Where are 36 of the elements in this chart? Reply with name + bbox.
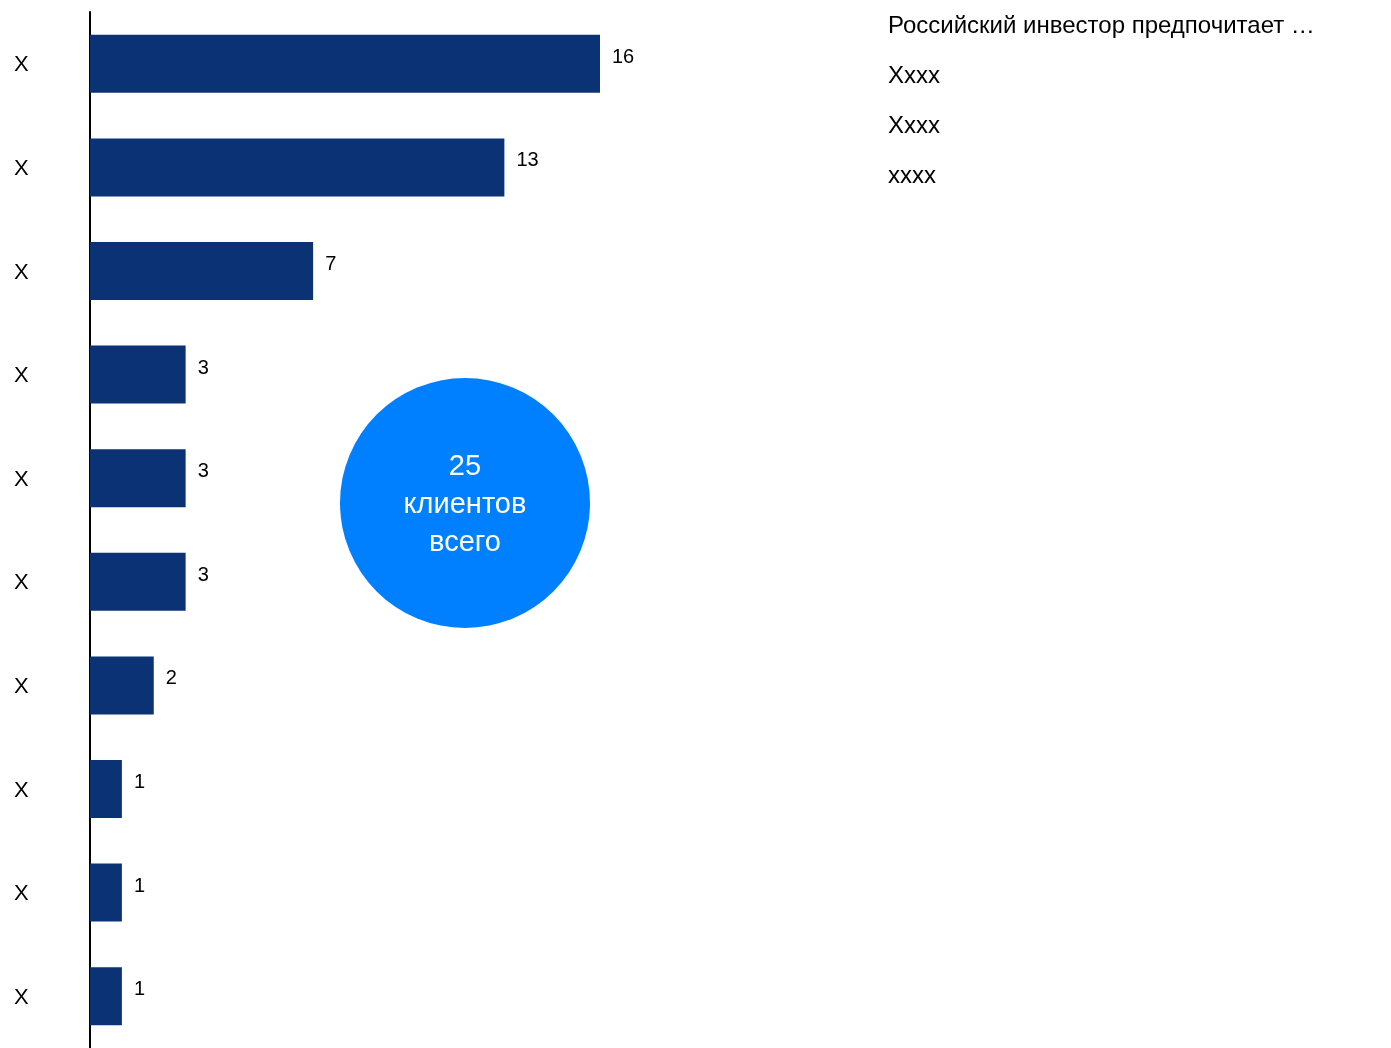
y-tick-label: X [14, 983, 29, 1009]
y-tick-label: X [14, 776, 29, 802]
y-tick-label: X [14, 880, 29, 906]
data-label: 13 [516, 148, 539, 171]
text: Российский инвестор предпочитает … [888, 10, 1315, 38]
bar [90, 552, 186, 611]
data-label: 7 [325, 252, 337, 274]
text: xxxx [888, 160, 936, 188]
y-tick-label: X [14, 362, 29, 388]
y-tick-label: X [14, 569, 29, 595]
y-tick-label: X [14, 465, 29, 491]
bar [90, 759, 122, 819]
y-tick-label: X [14, 154, 29, 180]
data-label: 16 [612, 44, 635, 67]
bar [90, 345, 186, 404]
bar [90, 656, 154, 715]
data-label: 3 [197, 355, 209, 378]
annotation: 25 клиентов всего [403, 448, 527, 559]
data-label: 3 [197, 562, 209, 585]
bar [90, 863, 122, 922]
data-label: 1 [133, 770, 145, 792]
bar [90, 34, 600, 93]
bar [90, 138, 505, 197]
data-label: 3 [197, 459, 209, 482]
bar [90, 449, 186, 508]
y-tick-label: X [14, 51, 29, 77]
y-tick-label: X [14, 258, 29, 284]
bar [90, 241, 314, 301]
data-label: 1 [133, 977, 145, 1000]
text: Xxxx [888, 60, 941, 88]
text: Xxxx [888, 110, 941, 138]
y-tick-label: X [14, 672, 29, 698]
circle-badge: 25 клиентов всего [340, 378, 590, 628]
bar [90, 967, 122, 1026]
data-label: 2 [165, 666, 177, 689]
data-label: 1 [133, 873, 145, 896]
